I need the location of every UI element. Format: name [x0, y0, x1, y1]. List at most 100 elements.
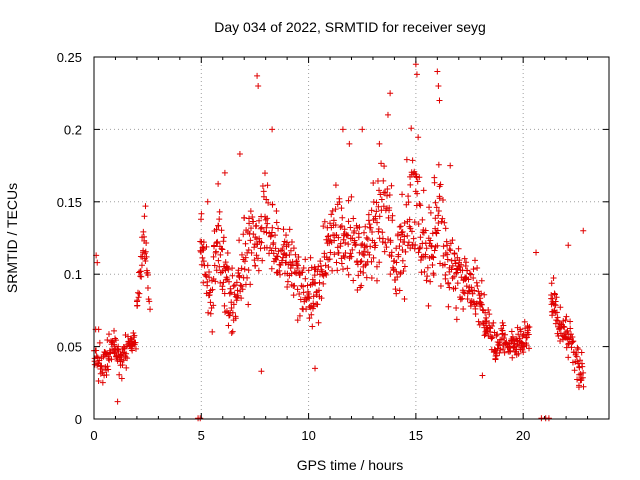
- data-point: [199, 254, 206, 261]
- data-point: [374, 178, 381, 185]
- data-point: [402, 248, 409, 255]
- data-point: [479, 372, 486, 379]
- data-point: [461, 255, 468, 262]
- data-point: [143, 240, 150, 247]
- data-point: [234, 292, 241, 299]
- data-point: [376, 259, 383, 266]
- data-point: [327, 249, 334, 256]
- data-point: [206, 268, 213, 275]
- data-point: [220, 234, 227, 241]
- data-point: [99, 379, 106, 386]
- data-point: [245, 267, 252, 274]
- data-point: [134, 297, 141, 304]
- data-point: [277, 271, 284, 278]
- data-point: [94, 354, 101, 361]
- data-point: [294, 286, 301, 293]
- data-point: [580, 369, 587, 376]
- data-point: [332, 182, 339, 189]
- data-point: [242, 254, 249, 261]
- data-point: [310, 293, 317, 300]
- data-point: [567, 325, 574, 332]
- data-point: [134, 302, 141, 309]
- data-point: [367, 243, 374, 250]
- data-point: [108, 356, 115, 363]
- data-point: [437, 283, 444, 290]
- data-point: [197, 415, 204, 422]
- data-point: [141, 250, 148, 257]
- data-point: [219, 246, 226, 253]
- data-point: [444, 251, 451, 258]
- data-point: [327, 220, 334, 227]
- data-point: [311, 279, 318, 286]
- data-point: [396, 287, 403, 294]
- data-point: [240, 231, 247, 238]
- data-point: [300, 289, 307, 296]
- data-point: [351, 228, 358, 235]
- data-point: [427, 209, 434, 216]
- data-point: [422, 227, 429, 234]
- data-point: [460, 289, 467, 296]
- data-point: [318, 295, 325, 302]
- data-point: [476, 321, 483, 328]
- data-point: [116, 371, 123, 378]
- data-point: [478, 290, 485, 297]
- data-point: [574, 376, 581, 383]
- data-point: [458, 261, 465, 268]
- data-point: [404, 232, 411, 239]
- data-point: [345, 241, 352, 248]
- data-point: [316, 279, 323, 286]
- data-point: [474, 265, 481, 272]
- data-point: [416, 174, 423, 181]
- data-point: [132, 339, 139, 346]
- data-point: [401, 220, 408, 227]
- data-point: [203, 243, 210, 250]
- data-point: [259, 182, 266, 189]
- data-point: [403, 156, 410, 163]
- data-point: [338, 260, 345, 267]
- data-point: [123, 364, 130, 371]
- data-point: [242, 240, 249, 247]
- data-point: [437, 181, 444, 188]
- data-point: [388, 253, 395, 260]
- data-point: [477, 295, 484, 302]
- data-point: [217, 251, 224, 258]
- data-point: [490, 319, 497, 326]
- data-point: [339, 126, 346, 133]
- data-point: [548, 280, 555, 287]
- data-point: [507, 347, 514, 354]
- data-points: [90, 61, 587, 422]
- data-point: [202, 272, 209, 279]
- data-point: [561, 324, 568, 331]
- data-point: [94, 259, 101, 266]
- data-point: [221, 302, 228, 309]
- data-point: [392, 286, 399, 293]
- data-point: [432, 215, 439, 222]
- data-point: [273, 208, 280, 215]
- data-point: [502, 331, 509, 338]
- data-point: [293, 258, 300, 265]
- data-point: [143, 253, 150, 260]
- data-point: [283, 232, 290, 239]
- data-point: [216, 216, 223, 223]
- data-point: [346, 140, 353, 147]
- data-point: [560, 323, 567, 330]
- data-point: [455, 245, 462, 252]
- data-point: [473, 279, 480, 286]
- data-point: [360, 269, 367, 276]
- data-point: [229, 309, 236, 316]
- data-point: [251, 244, 258, 251]
- data-point: [397, 223, 404, 230]
- data-point: [385, 236, 392, 243]
- data-point: [300, 283, 307, 290]
- data-point: [573, 349, 580, 356]
- data-point: [254, 72, 261, 79]
- data-point: [446, 246, 453, 253]
- data-point: [363, 274, 370, 281]
- data-point: [474, 282, 481, 289]
- data-point: [255, 82, 262, 89]
- data-point: [249, 214, 256, 221]
- data-point: [382, 239, 389, 246]
- data-point: [338, 205, 345, 212]
- data-point: [425, 302, 432, 309]
- data-point: [323, 271, 330, 278]
